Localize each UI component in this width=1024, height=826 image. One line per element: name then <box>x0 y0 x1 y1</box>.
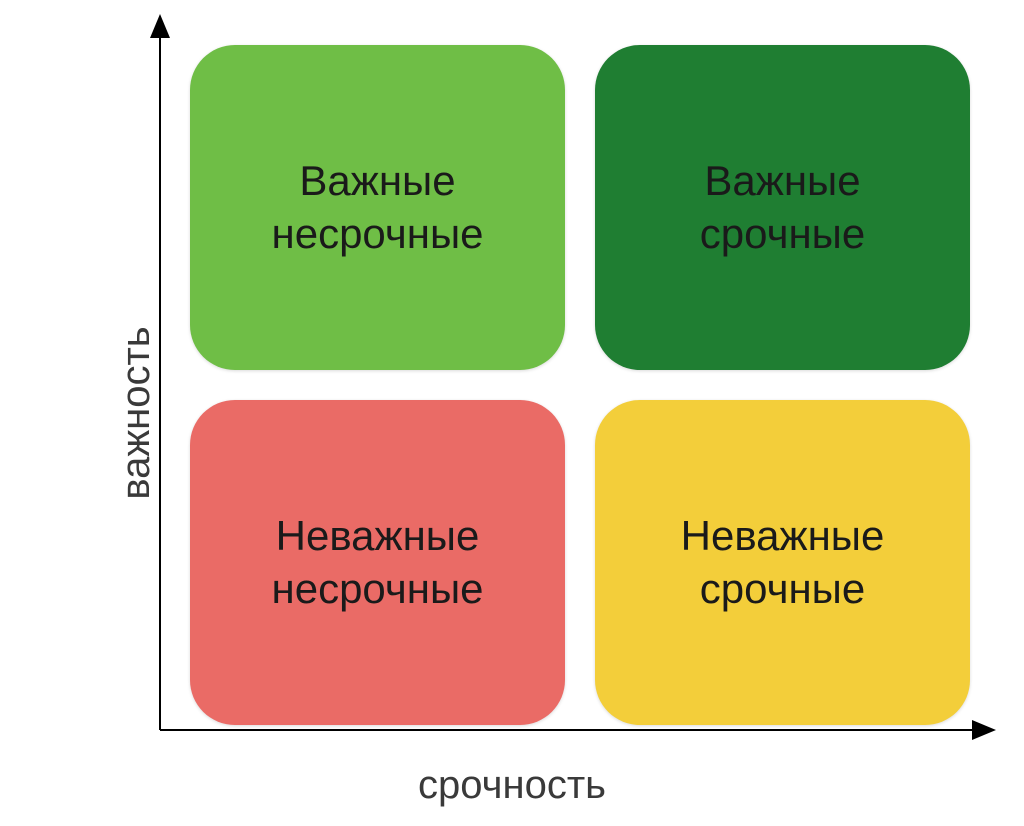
quadrant-label-line: срочные <box>700 563 865 616</box>
quadrant-important-urgent: Важные срочные <box>595 45 970 370</box>
quadrant-label-line: Неважные <box>681 510 885 563</box>
quadrant-important-not-urgent: Важные несрочные <box>190 45 565 370</box>
quadrant-label-line: Неважные <box>276 510 480 563</box>
quadrant-label-line: Важные <box>704 155 860 208</box>
quadrant-label-line: несрочные <box>272 208 484 261</box>
quadrant-not-important-urgent: Неважные срочные <box>595 400 970 725</box>
quadrant-not-important-not-urgent: Неважные несрочные <box>190 400 565 725</box>
quadrant-label-line: несрочные <box>272 563 484 616</box>
quadrant-grid: Важные несрочные Важные срочные Неважные… <box>190 45 970 725</box>
x-axis-label: срочность <box>418 763 606 808</box>
quadrant-label-line: срочные <box>700 208 865 261</box>
quadrant-label-line: Важные <box>299 155 455 208</box>
eisenhower-matrix: важность срочность Важные несрочные Важн… <box>0 0 1024 826</box>
